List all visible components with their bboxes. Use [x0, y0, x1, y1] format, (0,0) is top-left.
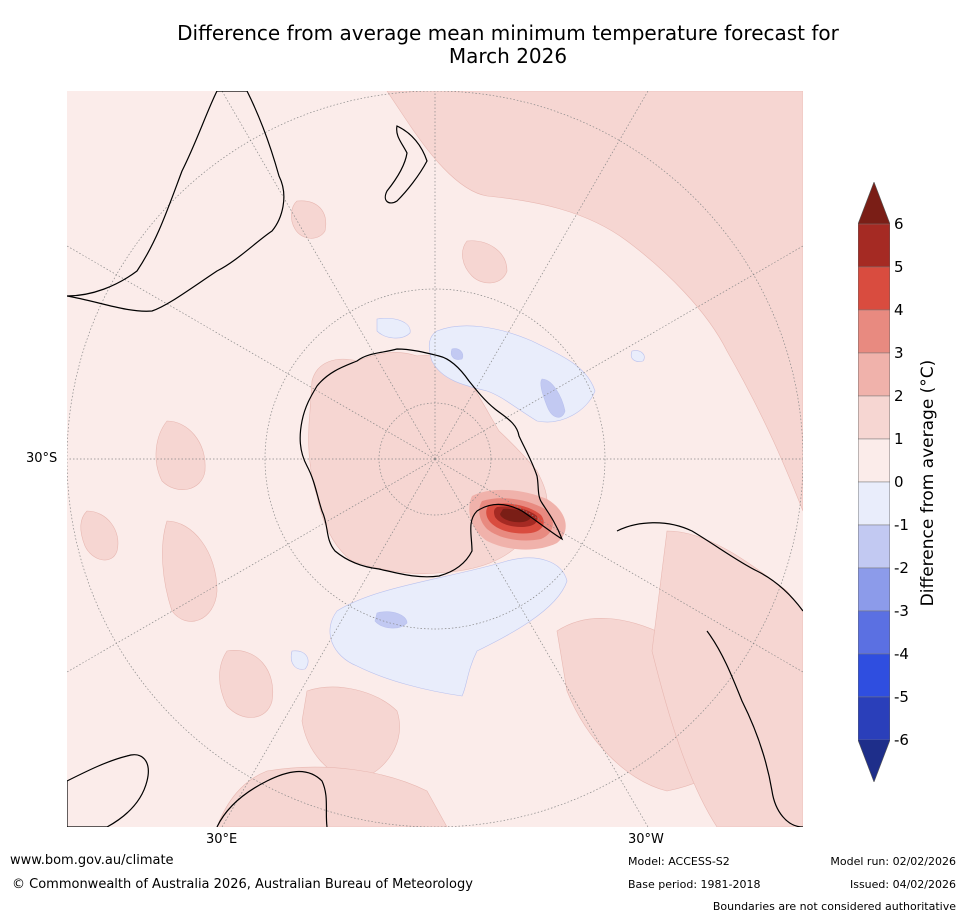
footer-website[interactable]: www.bom.gov.au/climate	[10, 853, 174, 868]
colorbar-segment	[858, 223, 890, 268]
colorbar-segment	[858, 653, 890, 698]
colorbar-segment	[858, 438, 890, 483]
anomaly-minus-1-2-b	[540, 378, 566, 418]
colorbar-segment	[858, 395, 890, 440]
colorbar-segment	[858, 696, 890, 741]
east-pacific-warm-band	[386, 91, 803, 512]
antarctica-coast	[299, 348, 564, 578]
title-line-1: Difference from average mean minimum tem…	[177, 21, 839, 45]
polar-map[interactable]	[67, 91, 803, 827]
coastlines	[67, 91, 803, 827]
meridian-line-11	[434, 458, 649, 827]
south-africa-coast	[216, 770, 328, 827]
small-cool-patch-3	[630, 350, 645, 362]
weddell-cool-region	[329, 557, 568, 697]
colorbar-tick-label: -1	[894, 516, 909, 534]
colorbar-tick-label: 4	[894, 301, 904, 319]
arc-patch-west	[80, 510, 119, 561]
south-america-patch	[651, 530, 803, 827]
latitude-circle-60	[264, 288, 606, 630]
colorbar-tick-label: 6	[894, 215, 904, 233]
small-cool-patch-2	[290, 650, 309, 670]
footer-issued: Issued: 04/02/2026	[849, 878, 956, 891]
colorbar-segment	[858, 266, 890, 311]
new-zealand-coast	[384, 125, 428, 204]
graticule	[67, 91, 803, 827]
meridian-line-9	[434, 458, 803, 673]
colorbar-segment	[858, 524, 890, 569]
pacific-patch-small-1	[291, 200, 327, 239]
lon-label-30w: 30°W	[628, 832, 664, 847]
meridian-line-10	[221, 458, 436, 827]
title-line-2: March 2026	[448, 44, 568, 68]
lon-label-30e: 30°E	[206, 832, 238, 847]
footer-model: Model: ACCESS-S2	[628, 855, 730, 868]
australia-coast	[67, 91, 285, 312]
colorbar-tick-label: -5	[894, 688, 909, 706]
colorbar-segment	[858, 309, 890, 354]
indian-ocean-patch-3	[301, 686, 400, 782]
meridian-line-8	[434, 245, 803, 460]
colorbar-segment-bottom-arrow	[858, 740, 890, 782]
colorbar-tick-label: 3	[894, 344, 904, 362]
colorbar-segment-top-arrow	[858, 182, 890, 224]
colorbar-tick-label: -3	[894, 602, 909, 620]
colorbar-tick-label: 5	[894, 258, 904, 276]
colorbar-tick-label: -2	[894, 559, 909, 577]
small-cool-patch-1	[376, 318, 411, 339]
meridian-line-6	[67, 245, 436, 460]
indian-ocean-patch-2	[162, 520, 218, 622]
colorbar-tick-label: -6	[894, 731, 909, 749]
indian-ocean-patch-1	[155, 420, 206, 490]
lat-label-30s: 30°S	[26, 451, 58, 466]
south-indian-patch	[216, 766, 448, 827]
chart-title: Difference from average mean minimum tem…	[68, 22, 948, 68]
footer-disclaimer: Boundaries are not considered authoritat…	[712, 900, 956, 913]
anomaly-1-2-regions	[80, 91, 803, 827]
africa-coast	[67, 754, 149, 827]
colorbar-tick-label: 2	[894, 387, 904, 405]
footer-model-run: Model run: 02/02/2026	[830, 855, 956, 868]
south-america-coast	[616, 522, 803, 827]
anomaly-negative-regions	[290, 318, 645, 697]
meridian-line-5	[434, 91, 649, 460]
anomaly-minus-1-2-c	[450, 348, 464, 360]
pacific-patch-small-2	[462, 240, 508, 284]
colorbar-tick-label: -4	[894, 645, 909, 663]
colorbar	[858, 182, 890, 782]
colorbar-segment	[858, 352, 890, 397]
colorbar-tick-label: 1	[894, 430, 904, 448]
meridian-line-4	[221, 91, 436, 460]
footer-base-period: Base period: 1981-2018	[628, 878, 761, 891]
colorbar-label: Difference from average (°C)	[918, 359, 938, 607]
colorbar-segment	[858, 567, 890, 612]
footer-copyright: © Commonwealth of Australia 2026, Austra…	[12, 877, 473, 892]
indian-ocean-patch-4	[219, 650, 274, 718]
colorbar-segment	[858, 481, 890, 526]
meridian-line-7	[67, 458, 436, 673]
colorbar-segment	[858, 610, 890, 655]
anomaly-minus-1-2-a	[374, 611, 408, 629]
colorbar-tick-label: 0	[894, 473, 904, 491]
